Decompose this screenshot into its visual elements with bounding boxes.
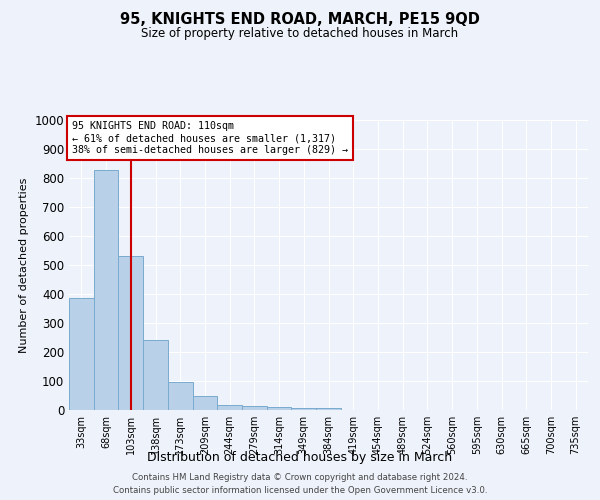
- Bar: [94, 170, 118, 410]
- Bar: [267, 407, 292, 410]
- Bar: [217, 405, 242, 410]
- Bar: [242, 406, 267, 410]
- Bar: [143, 340, 168, 410]
- Bar: [168, 382, 193, 410]
- Bar: [316, 408, 341, 410]
- Y-axis label: Number of detached properties: Number of detached properties: [19, 178, 29, 352]
- Text: Contains HM Land Registry data © Crown copyright and database right 2024.
Contai: Contains HM Land Registry data © Crown c…: [113, 474, 487, 495]
- Text: 95, KNIGHTS END ROAD, MARCH, PE15 9QD: 95, KNIGHTS END ROAD, MARCH, PE15 9QD: [120, 12, 480, 28]
- Bar: [193, 396, 217, 410]
- Bar: [118, 256, 143, 410]
- Bar: [292, 408, 316, 410]
- Text: 95 KNIGHTS END ROAD: 110sqm
← 61% of detached houses are smaller (1,317)
38% of : 95 KNIGHTS END ROAD: 110sqm ← 61% of det…: [71, 122, 347, 154]
- Text: Size of property relative to detached houses in March: Size of property relative to detached ho…: [142, 28, 458, 40]
- Bar: [69, 298, 94, 410]
- Text: Distribution of detached houses by size in March: Distribution of detached houses by size …: [148, 451, 452, 464]
